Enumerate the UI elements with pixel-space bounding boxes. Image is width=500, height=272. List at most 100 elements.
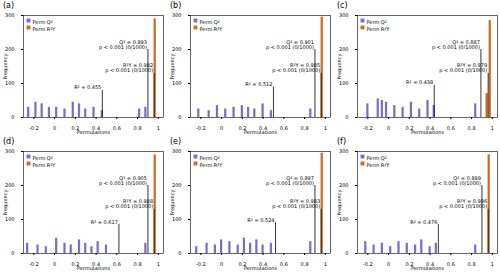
svg-text:-0.2: -0.2 [196, 125, 206, 131]
svg-text:R² = 0.524: R² = 0.524 [247, 217, 274, 223]
svg-text:Perm Q²: Perm Q² [200, 19, 220, 25]
svg-text:R² = 0.617: R² = 0.617 [91, 219, 118, 225]
svg-text:0.8: 0.8 [134, 125, 142, 131]
svg-text:0: 0 [11, 250, 14, 256]
html-text:(b): (b) [170, 1, 182, 10]
svg-text:0: 0 [345, 114, 348, 120]
svg-text:200: 200 [172, 182, 182, 188]
svg-text:0.6: 0.6 [280, 125, 288, 131]
svg-text:Frequency: Frequency [336, 54, 343, 80]
svg-text:0: 0 [11, 114, 14, 120]
svg-text:R²Y = 0.982p < 0.001 (0/1000): R²Y = 0.982p < 0.001 (0/1000) [105, 62, 153, 74]
svg-text:Perm R²Y: Perm R²Y [33, 162, 57, 168]
svg-text:300: 300 [339, 12, 349, 18]
svg-text:-0.2: -0.2 [363, 261, 373, 267]
svg-text:R²Y = 0.985p < 0.001 (0/1000): R²Y = 0.985p < 0.001 (0/1000) [272, 62, 320, 74]
svg-text:200: 200 [5, 46, 15, 52]
svg-text:0.6: 0.6 [113, 261, 121, 267]
svg-text:Permutations: Permutations [77, 265, 111, 271]
html-text:(d): (d) [3, 137, 15, 146]
svg-text:Perm R²Y: Perm R²Y [367, 26, 391, 32]
svg-text:R² = 0.455: R² = 0.455 [74, 84, 101, 90]
svg-text:300: 300 [5, 148, 15, 154]
svg-text:0: 0 [345, 250, 348, 256]
svg-text:0: 0 [178, 114, 181, 120]
svg-text:200: 200 [339, 182, 349, 188]
svg-text:Frequency: Frequency [2, 54, 9, 80]
svg-text:Permutations: Permutations [77, 129, 111, 135]
svg-text:R²Y = 0.979p < 0.001 (0/1000): R²Y = 0.979p < 0.001 (0/1000) [439, 62, 487, 74]
svg-text:-0.2: -0.2 [196, 261, 206, 267]
svg-text:1: 1 [324, 125, 327, 131]
svg-text:0: 0 [53, 261, 56, 267]
svg-text:0.8: 0.8 [301, 261, 309, 267]
svg-text:0: 0 [220, 261, 223, 267]
svg-text:100: 100 [5, 80, 15, 86]
svg-text:300: 300 [172, 12, 182, 18]
svg-text:-0.2: -0.2 [363, 125, 373, 131]
svg-text:Q² = 0.897p < 0.001 (0/1000): Q² = 0.897p < 0.001 (0/1000) [266, 175, 314, 187]
svg-text:300: 300 [5, 12, 15, 18]
svg-text:0: 0 [387, 261, 390, 267]
svg-text:0.8: 0.8 [134, 261, 142, 267]
svg-text:Frequency: Frequency [336, 190, 343, 216]
svg-text:Q² = 0.887p < 0.001 (0/1000): Q² = 0.887p < 0.001 (0/1000) [432, 39, 480, 51]
svg-text:Perm R²Y: Perm R²Y [33, 26, 57, 32]
svg-text:Perm R²Y: Perm R²Y [367, 162, 391, 168]
svg-text:Q² = 0.901p < 0.001 (0/1000): Q² = 0.901p < 0.001 (0/1000) [266, 39, 314, 51]
svg-text:1: 1 [157, 125, 160, 131]
svg-text:1: 1 [324, 261, 327, 267]
svg-text:0.8: 0.8 [301, 125, 309, 131]
svg-text:Q² = 0.905p < 0.001 (0/1000): Q² = 0.905p < 0.001 (0/1000) [99, 175, 147, 187]
svg-text:0.6: 0.6 [280, 261, 288, 267]
svg-text:200: 200 [172, 46, 182, 52]
svg-text:1: 1 [491, 125, 494, 131]
svg-text:0: 0 [178, 250, 181, 256]
svg-text:Perm R²Y: Perm R²Y [200, 26, 224, 32]
svg-text:Frequency: Frequency [169, 54, 176, 80]
svg-text:0: 0 [53, 125, 56, 131]
svg-text:R²Y = 0.986p < 0.001 (0/1000): R²Y = 0.986p < 0.001 (0/1000) [439, 198, 487, 210]
svg-text:R² = 0.476: R² = 0.476 [410, 219, 437, 225]
svg-text:Permutations: Permutations [244, 265, 278, 271]
svg-text:R²Y = 0.983p < 0.001 (0/1000): R²Y = 0.983p < 0.001 (0/1000) [272, 198, 320, 210]
svg-text:0.6: 0.6 [447, 125, 455, 131]
svg-text:R² = 0.438: R² = 0.438 [406, 79, 433, 85]
svg-text:1: 1 [491, 261, 494, 267]
svg-text:Frequency: Frequency [169, 190, 176, 216]
svg-text:100: 100 [172, 80, 182, 86]
svg-text:0.8: 0.8 [468, 125, 476, 131]
svg-text:0.6: 0.6 [447, 261, 455, 267]
svg-text:100: 100 [5, 216, 15, 222]
svg-text:Permutations: Permutations [244, 129, 278, 135]
svg-text:Permutations: Permutations [411, 265, 445, 271]
html-text:(a): (a) [3, 1, 15, 10]
svg-text:0.6: 0.6 [113, 125, 121, 131]
svg-text:Perm R²Y: Perm R²Y [200, 162, 224, 168]
svg-text:1: 1 [157, 261, 160, 267]
svg-text:Perm Q²: Perm Q² [33, 19, 53, 25]
svg-text:Permutations: Permutations [411, 129, 445, 135]
svg-text:Perm Q²: Perm Q² [33, 155, 53, 161]
svg-text:300: 300 [339, 148, 349, 154]
svg-text:100: 100 [339, 80, 349, 86]
svg-text:Perm Q²: Perm Q² [200, 155, 220, 161]
svg-text:R² = 0.512: R² = 0.512 [245, 81, 272, 87]
svg-text:100: 100 [172, 216, 182, 222]
svg-text:200: 200 [5, 182, 15, 188]
svg-text:Perm Q²: Perm Q² [367, 19, 387, 25]
svg-text:Q² = 0.893p < 0.001 (0/1000): Q² = 0.893p < 0.001 (0/1000) [99, 39, 147, 51]
html-text:(c): (c) [337, 1, 348, 10]
svg-text:0.8: 0.8 [468, 261, 476, 267]
svg-text:Frequency: Frequency [2, 190, 9, 216]
svg-text:200: 200 [339, 46, 349, 52]
svg-text:100: 100 [339, 216, 349, 222]
svg-text:0: 0 [387, 125, 390, 131]
svg-text:-0.2: -0.2 [29, 261, 39, 267]
svg-text:-0.2: -0.2 [29, 125, 39, 131]
svg-text:Q² = 0.899p < 0.001 (0/1000): Q² = 0.899p < 0.001 (0/1000) [433, 175, 481, 187]
svg-text:0: 0 [220, 125, 223, 131]
svg-text:Perm Q²: Perm Q² [367, 155, 387, 161]
svg-text:R²Y = 0.988p < 0.001 (0/1000): R²Y = 0.988p < 0.001 (0/1000) [105, 198, 153, 210]
svg-text:300: 300 [172, 148, 182, 154]
